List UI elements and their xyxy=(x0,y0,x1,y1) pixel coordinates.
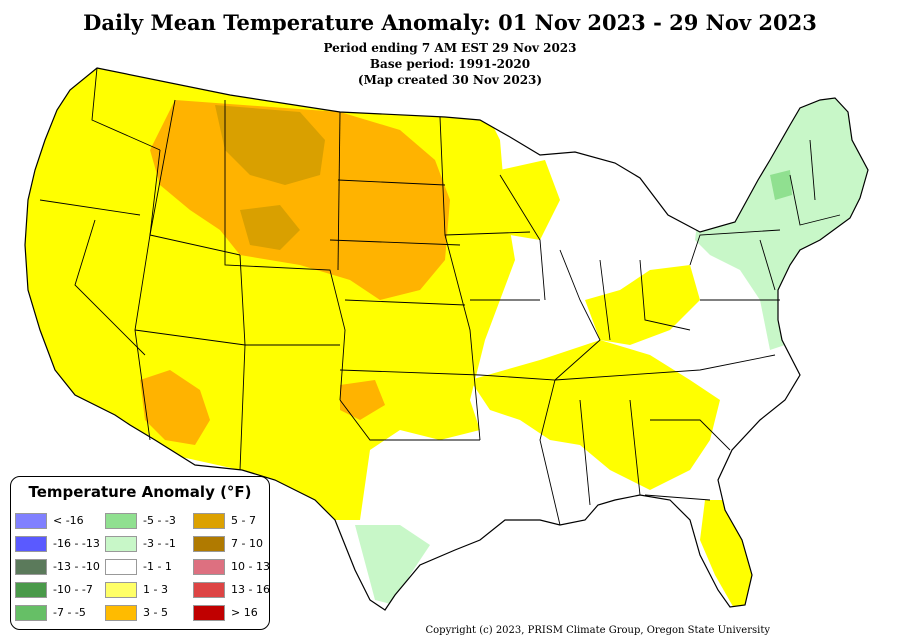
legend-swatch xyxy=(105,605,137,621)
map-created-subtitle: (Map created 30 Nov 2023) xyxy=(357,73,543,87)
zone-3-5-texas xyxy=(340,380,385,420)
zone-neg1-3-texas-coast xyxy=(355,525,430,605)
legend-swatch xyxy=(193,536,225,552)
legend-label: 5 - 7 xyxy=(231,514,256,527)
legend-swatch xyxy=(193,513,225,529)
zone-3-5-southwest xyxy=(140,370,210,445)
zone-1-3-wisconsin xyxy=(500,160,560,240)
legend-label: 7 - 10 xyxy=(231,537,263,550)
legend-swatch xyxy=(193,582,225,598)
legend-swatch xyxy=(105,582,137,598)
state-borders xyxy=(24,67,869,611)
temperature-legend: Temperature Anomaly (°F) < -16 -16 - -13… xyxy=(10,476,270,630)
legend-label: 10 - 13 xyxy=(231,560,270,573)
legend-label: -10 - -7 xyxy=(53,583,93,596)
legend-label: -13 - -10 xyxy=(53,560,100,573)
legend-swatch xyxy=(193,559,225,575)
legend-label: -16 - -13 xyxy=(53,537,100,550)
legend-label: 13 - 16 xyxy=(231,583,270,596)
anomaly-shading xyxy=(25,68,868,610)
zone-1-3-ohio-valley xyxy=(585,265,700,345)
legend-label: 3 - 5 xyxy=(143,606,168,619)
legend-label: > 16 xyxy=(231,606,258,619)
legend-label: 1 - 3 xyxy=(143,583,168,596)
legend-swatch xyxy=(15,559,47,575)
legend-swatch xyxy=(15,605,47,621)
zone-neg3-5-new-england xyxy=(770,170,792,200)
zone-1-3-southeast xyxy=(470,340,720,490)
legend-swatch xyxy=(15,536,47,552)
base-period-subtitle: Base period: 1991-2020 xyxy=(369,57,531,71)
copyright-notice: Copyright (c) 2023, PRISM Climate Group,… xyxy=(425,625,771,636)
legend-title: Temperature Anomaly (°F) xyxy=(28,483,252,501)
legend-swatch xyxy=(15,582,47,598)
period-subtitle: Period ending 7 AM EST 29 Nov 2023 xyxy=(323,41,577,55)
legend-swatch xyxy=(15,513,47,529)
zone-1-3-florida xyxy=(700,500,760,610)
zone-5-7-montana xyxy=(215,105,325,185)
legend-swatch xyxy=(105,559,137,575)
legend-swatch xyxy=(193,605,225,621)
zone-5-7-wyoming xyxy=(240,205,300,250)
legend-label: < -16 xyxy=(53,514,84,527)
legend-label: -1 - 1 xyxy=(143,560,172,573)
legend-label: -3 - -1 xyxy=(143,537,176,550)
legend-label: -7 - -5 xyxy=(53,606,86,619)
map-title: Daily Mean Temperature Anomaly: 01 Nov 2… xyxy=(83,10,817,35)
legend-swatch xyxy=(105,536,137,552)
legend-label: -5 - -3 xyxy=(143,514,176,527)
legend-swatch xyxy=(105,513,137,529)
zone-neg1-3-northeast xyxy=(695,95,868,350)
